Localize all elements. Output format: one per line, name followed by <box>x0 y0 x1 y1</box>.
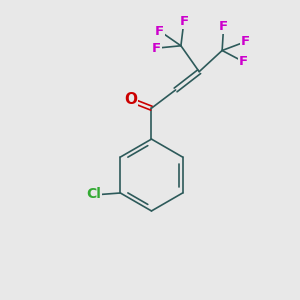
Text: F: F <box>152 42 161 55</box>
Text: F: F <box>219 20 228 33</box>
Text: F: F <box>239 55 248 68</box>
Text: F: F <box>179 15 188 28</box>
Text: F: F <box>155 25 164 38</box>
Text: F: F <box>241 35 250 48</box>
Text: Cl: Cl <box>86 188 101 202</box>
Text: O: O <box>124 92 137 107</box>
